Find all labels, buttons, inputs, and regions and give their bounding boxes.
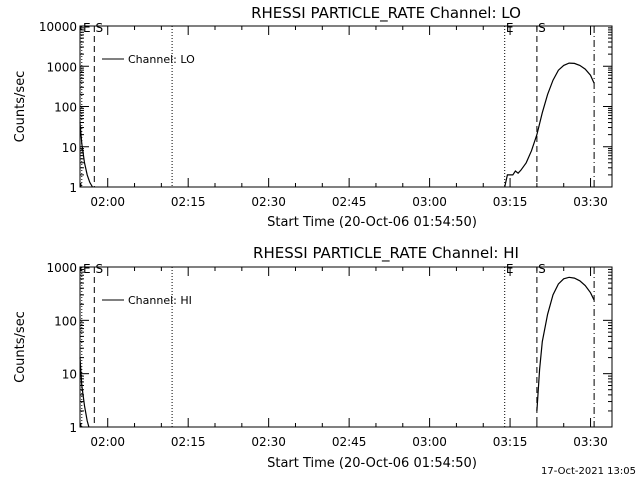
x-axis-label: Start Time (20-Oct-06 01:54:50) [267,215,477,230]
event-marker-label: E [506,262,514,276]
y-tick-label: 100 [54,101,77,115]
y-tick-label: 10 [62,141,77,155]
event-marker-label: S [538,21,546,35]
x-tick-label: 03:15 [493,195,528,209]
footer-timestamp: 17-Oct-2021 13:05 [541,466,636,477]
chart-title: RHESSI PARTICLE_RATE Channel: HI [253,244,519,263]
x-tick-label: 02:30 [251,195,286,209]
x-tick-label: 02:00 [90,435,125,449]
series-line [79,357,90,428]
x-tick-label: 02:00 [90,195,125,209]
x-tick-label: 02:15 [171,435,206,449]
x-axis-label: Start Time (20-Oct-06 01:54:50) [267,456,477,471]
y-tick-label: 1 [69,181,77,195]
legend-label: Channel: LO [128,53,195,66]
series-line [504,62,595,188]
event-marker-label: E [83,262,91,276]
event-marker-label: S [95,21,103,35]
y-tick-label: 10000 [39,20,77,34]
series-line [79,122,94,188]
lo-channel-panel: RHESSI PARTICLE_RATE Channel: LO 1 10 100 10… [13,4,613,230]
event-marker-label: E [506,21,514,35]
event-marker-label: S [538,262,546,276]
y-tick-label: 10 [62,368,77,382]
x-tick-label: 03:00 [412,195,447,209]
y-tick-label: 1000 [46,261,77,275]
plot-frame [79,25,613,188]
series-line [536,276,595,411]
y-axis-label: Counts/sec [13,311,28,383]
x-tick-label: 02:30 [251,435,286,449]
legend-label: Channel: HI [128,294,192,307]
x-tick-label: 03:30 [573,435,608,449]
hi-channel-panel: RHESSI PARTICLE_RATE Channel: HI 1 10 100 10… [13,244,613,471]
y-tick-label: 1 [69,421,77,435]
chart-title: RHESSI PARTICLE_RATE Channel: LO [251,4,521,23]
x-tick-label: 02:45 [332,435,367,449]
y-axis-label: Counts/sec [13,71,28,143]
x-tick-label: 02:15 [171,195,206,209]
event-marker-label: S [95,262,103,276]
x-tick-label: 03:15 [493,435,528,449]
y-tick-label: 100 [54,314,77,328]
plot-frame [79,266,613,428]
x-tick-label: 03:30 [573,195,608,209]
y-tick-label: 1000 [46,60,77,74]
x-tick-label: 03:00 [412,435,447,449]
event-marker-label: E [83,21,91,35]
x-tick-label: 02:45 [332,195,367,209]
